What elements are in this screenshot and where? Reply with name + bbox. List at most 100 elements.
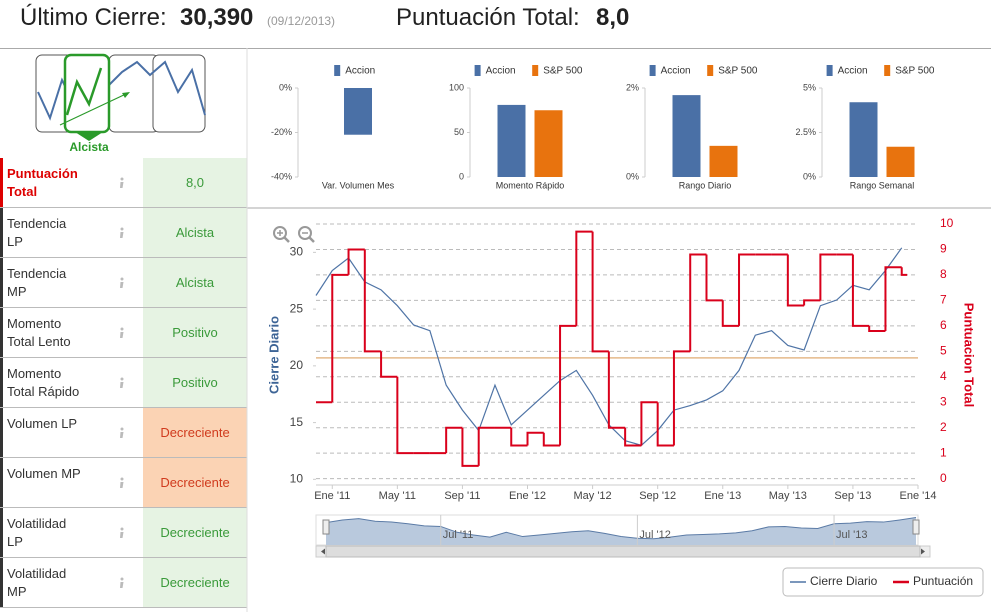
score-step [607,351,626,429]
indicator-name: Volatilidad MP [7,566,67,599]
y2-tick-label: 2 [940,420,947,434]
legend-swatch [532,65,539,76]
legend-box [782,567,984,597]
score-step [672,350,691,446]
indicator-name: Momento Total Rápido [7,366,80,399]
info-icon[interactable] [118,577,126,589]
indicator-name: Volumen MP [7,466,81,481]
y2-tick-label: 7 [940,293,947,307]
x-tick-label: Sep '12 [639,490,676,502]
indicator-value: Alcista [143,208,247,257]
indicator-value: Decreciente [143,408,247,457]
score-step [542,432,561,447]
info-icon[interactable] [118,227,126,239]
score-step [461,427,479,467]
indicator-value: Decreciente [143,558,247,607]
y2-tick-label: 5 [940,343,947,357]
score-step [510,427,528,447]
y2-axis-title: Puntuacion Total [962,303,977,407]
indicator-row: Puntuación Total 8,0 [0,158,247,208]
bar [849,102,878,177]
y2-tick-label: 4 [940,369,947,383]
score-step [868,325,886,332]
score-step [851,254,870,327]
signal-icon: Alcista [35,53,206,154]
legend-label: S&P 500 [543,66,583,77]
y-tick-label: 20 [290,358,304,372]
scroll-arrow [321,548,325,555]
y2-tick-label: 0 [940,471,947,485]
navigator-tick-label: Jul '11 [443,529,474,541]
score-step [445,426,463,454]
score-step [526,431,544,446]
indicator-name-cell: Volatilidad MP [0,558,143,607]
score-step [331,273,349,403]
bar [344,88,372,135]
info-icon[interactable] [118,527,126,539]
legend-label: Accion [838,66,868,77]
y2-tick-label: 10 [940,216,954,230]
legend-swatch [474,65,481,76]
x-tick-label: May '13 [769,490,807,502]
info-icon[interactable] [118,327,126,339]
indicator-value: Positivo [143,308,247,357]
x-tick-label: Sep '13 [834,490,871,502]
info-icon[interactable] [118,177,126,189]
zoom-buttons[interactable] [273,226,315,243]
y-tick-label: 0 [459,171,464,181]
x-tick-label: Ene '11 [314,490,350,502]
x-tick-label: Ene '14 [900,490,937,502]
info-icon[interactable] [118,427,126,439]
x-tick-label: May '12 [574,490,612,502]
navigator-handle[interactable] [912,519,920,535]
navigator-tick-label: Jul '13 [836,529,867,541]
bar [886,146,915,177]
navigator-tick-label: Jul '12 [639,529,670,541]
x-tick-label: Sep '11 [444,490,480,502]
indicator-name-cell: Volumen MP [0,458,143,507]
legend-swatch [884,65,891,76]
indicator-row: Volumen MP Decreciente [0,458,247,508]
score-step [640,401,658,446]
legend-swatch [649,65,656,76]
score-step [786,254,805,307]
score-step [575,230,593,326]
bar [497,104,526,177]
indicator-value: Positivo [143,358,247,407]
score-step [380,351,398,378]
score-step [656,402,674,447]
legend-swatch [707,65,714,76]
indicator-table: Puntuación Total 8,0 Tendencia LP Alcista Te… [0,158,247,608]
legend-label: S&P 500 [895,66,935,77]
info-icon[interactable] [118,377,126,389]
score-step [363,249,382,353]
y-tick-label: -40% [271,171,292,181]
legend-label: Accion [486,66,516,77]
info-icon[interactable] [118,477,126,489]
signal-label: Alcista [69,140,109,154]
score-step [884,266,902,331]
indicator-row: Tendencia MP Alcista [0,258,247,308]
scrollbar-thumb[interactable] [325,545,921,558]
y-tick-label: 15 [290,415,304,429]
legend-swatch [334,65,341,76]
y-tick-label: 2% [626,82,639,92]
y-tick-label: 50 [454,127,464,137]
navigator-handle[interactable] [322,519,330,535]
indicator-row: Volumen LP Decreciente [0,408,247,458]
y2-tick-label: 1 [940,445,947,459]
x-tick-label: Ene '12 [509,490,546,502]
score-step [591,231,609,353]
indicator-row: Volatilidad MP Decreciente [0,558,247,608]
scroll-arrow [921,548,925,555]
info-icon[interactable] [118,277,126,289]
score-step [347,248,365,275]
indicator-name: Momento Total Lento [7,316,71,349]
score-step [803,299,821,306]
score-step [396,376,414,455]
indicator-row: Volatilidad LP Decreciente [0,508,247,558]
indicator-name-cell: Puntuación Total [0,158,143,207]
indicator-value: Decreciente [143,458,247,507]
